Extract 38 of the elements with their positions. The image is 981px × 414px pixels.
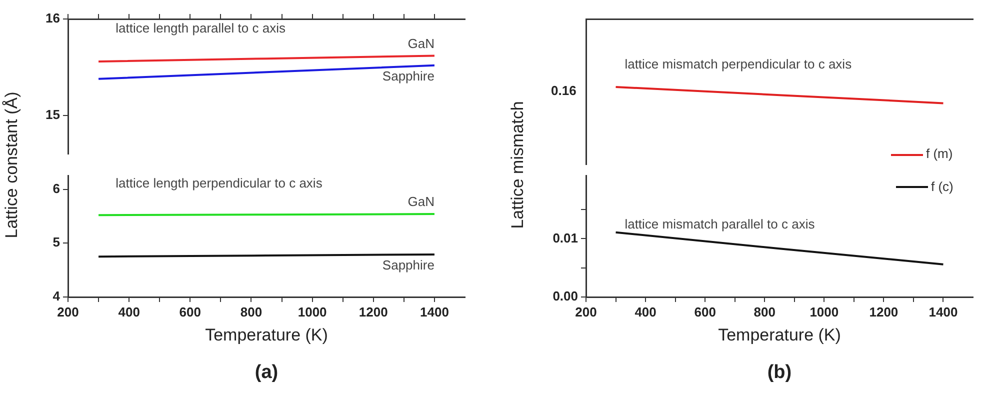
- x-tick-label: 600: [694, 304, 716, 320]
- text: (b): [766, 362, 793, 384]
- series-label: GaN: [408, 194, 434, 210]
- x-tick-label: 1200: [869, 304, 898, 320]
- x-tick-label: 800: [240, 304, 262, 320]
- text: lattice mismatch perpendicular to c axis: [624, 56, 852, 72]
- text: (a): [254, 362, 280, 384]
- x-tick-label: 400: [634, 304, 656, 320]
- y-tick-label: 6: [52, 180, 60, 196]
- y-tick-label: 4: [52, 288, 61, 304]
- y-tick-label: 15: [46, 107, 60, 122]
- y-axis-title: Lattice mismatch: [508, 101, 528, 229]
- y-tick-label: 0.01: [552, 230, 578, 246]
- x-tick-label: 1000: [298, 304, 327, 320]
- x-tick-label: 1200: [358, 304, 388, 320]
- y-tick-label: 16: [46, 10, 60, 26]
- legend-label: f (c): [930, 178, 954, 196]
- y-axis-title: Lattice constant (Å): [2, 92, 22, 238]
- x-tick-label: 1400: [420, 304, 449, 320]
- x-tick-label: 800: [754, 304, 776, 320]
- series-label: Sapphire: [382, 68, 434, 84]
- x-tick-label: 1400: [928, 304, 958, 320]
- y-tick-label: 5: [52, 234, 60, 250]
- x-axis-title: Temperature (K): [718, 325, 841, 344]
- x-tick-label: 400: [118, 304, 140, 320]
- annotation: 0.16: [551, 82, 576, 98]
- series-label: Sapphire: [382, 258, 434, 273]
- series-label: GaN: [408, 36, 434, 51]
- y-tick-label: 0.00: [552, 288, 578, 304]
- x-tick-label: 200: [575, 304, 597, 320]
- x-axis-title: Temperature (K): [205, 325, 328, 344]
- x-tick-label: 1000: [810, 304, 839, 320]
- x-tick-label: 600: [179, 304, 202, 320]
- annotation: lattice length parallel to c axis: [116, 20, 286, 36]
- annotation: lattice mismatch parallel to c axis: [624, 216, 816, 232]
- annotation: lattice length perpendicular to c axis: [116, 175, 323, 190]
- x-tick-label: 200: [57, 304, 79, 320]
- legend-label: f (m): [925, 145, 953, 163]
